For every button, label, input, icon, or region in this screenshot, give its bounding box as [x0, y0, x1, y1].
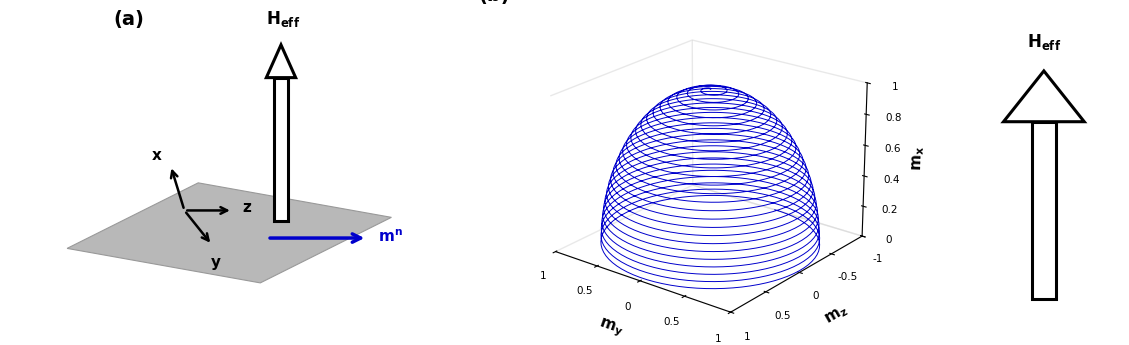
Polygon shape	[273, 78, 288, 221]
X-axis label: $\mathbf{m_y}$: $\mathbf{m_y}$	[596, 316, 625, 341]
Text: (b): (b)	[478, 0, 509, 5]
Text: $\mathbf{m}^{\mathbf{n}}$: $\mathbf{m}^{\mathbf{n}}$	[377, 228, 402, 245]
Polygon shape	[67, 183, 392, 283]
Polygon shape	[1032, 122, 1056, 299]
Text: x: x	[152, 148, 161, 163]
Polygon shape	[266, 45, 296, 78]
Text: $\mathbf{H}_{\mathbf{eff}}$: $\mathbf{H}_{\mathbf{eff}}$	[265, 9, 300, 29]
Y-axis label: $\mathbf{m_z}$: $\mathbf{m_z}$	[822, 303, 850, 328]
Text: $\mathbf{H}_{\mathbf{eff}}$: $\mathbf{H}_{\mathbf{eff}}$	[1026, 32, 1061, 52]
Text: y: y	[210, 255, 220, 270]
Text: z: z	[242, 199, 251, 215]
Text: (a): (a)	[114, 10, 145, 29]
Polygon shape	[1004, 71, 1084, 122]
